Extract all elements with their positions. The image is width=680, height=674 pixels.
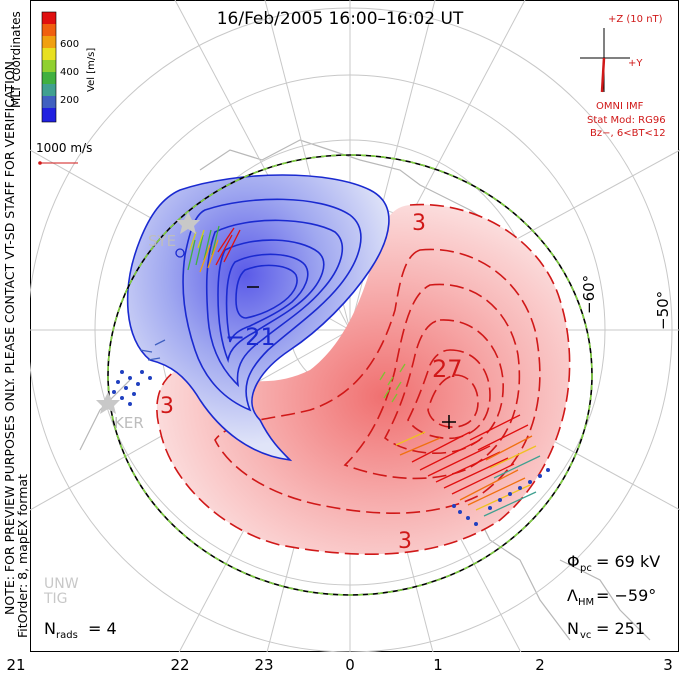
svg-text:pc: pc (580, 563, 592, 574)
mlt-label-22: 22 (170, 656, 189, 674)
contour-label-positive: 27 (432, 355, 463, 383)
stat-phi-pc: Φ pc = 69 kV (567, 552, 660, 574)
imf-z-label: +Z (10 nT) (608, 14, 663, 25)
positive-cell (156, 203, 571, 556)
svg-text:N: N (567, 619, 579, 638)
imf-stat-model: Stat Mod: RG96 (587, 115, 666, 126)
radar-label-tig: TIG (43, 591, 68, 607)
radar-label-unw: UNW (44, 576, 79, 592)
mlt-label-23: 23 (254, 656, 273, 674)
imf-y-label: +Y (628, 58, 643, 69)
svg-text:Λ: Λ (567, 586, 578, 605)
svg-text:HM: HM (578, 597, 594, 608)
imf-source: OMNI IMF (596, 101, 644, 112)
svg-text:rads: rads (56, 630, 78, 641)
svg-text:N: N (44, 619, 56, 638)
colorbar (41, 11, 57, 123)
contour-label-3c: 3 (398, 529, 412, 554)
hmb-dashes (107, 154, 593, 596)
radar-label-ker: KER (114, 414, 144, 432)
radar-site-ker (96, 392, 120, 414)
imf-condition: Bz−, 6<BT<12 (590, 128, 666, 139)
svg-text:Φ: Φ (567, 552, 580, 571)
contour-label-3a: 3 (412, 211, 426, 236)
positive-center-mark (442, 415, 456, 429)
mlt-label-2: 2 (535, 656, 545, 674)
svg-text:vc: vc (580, 630, 591, 641)
contour-label-3b: 3 (160, 394, 174, 419)
colorbar-tick-200: 200 (60, 95, 79, 106)
fit-order-note: FitOrder: 8, mapEX format (15, 474, 30, 638)
velocity-scale-label: 1000 m/s (36, 141, 92, 155)
map-title: 16/Feb/2005 16:00–16:02 UT (217, 9, 464, 29)
contour-label-negative: −21 (225, 323, 276, 351)
latitude-label-50: −50° (654, 291, 672, 330)
colorbar-label: Vel [m/s] (86, 48, 97, 92)
colorbar-tick-400: 400 (60, 67, 79, 78)
mlt-label-21: 21 (6, 656, 25, 674)
preview-note: NOTE: FOR PREVIEW PURPOSES ONLY. PLEASE … (2, 57, 17, 615)
mlt-label-3: 3 (663, 656, 673, 674)
imf-dial (580, 28, 630, 93)
svg-text:= 4: = 4 (88, 619, 117, 638)
svg-text:= 69 kV: = 69 kV (596, 552, 660, 571)
radar-label-sye: SYE (148, 232, 176, 250)
stat-n-rads: N rads = 4 (44, 619, 117, 641)
colorbar-tick-600: 600 (60, 39, 79, 50)
coordinate-system-label: MLT coordinates (9, 11, 23, 108)
mlt-label-1: 1 (433, 656, 443, 674)
latitude-label-60: −60° (580, 275, 598, 314)
velocity-scale-arrow (38, 161, 78, 165)
stat-lambda-hm: Λ HM = −59° (567, 586, 656, 608)
svg-text:= −59°: = −59° (596, 586, 656, 605)
stat-n-vc: N vc = 251 (567, 619, 645, 641)
radar-site-sye (175, 212, 200, 258)
svg-text:= 251: = 251 (596, 619, 645, 638)
velocity-vectors (112, 225, 550, 526)
mlt-label-0: 0 (345, 656, 355, 674)
